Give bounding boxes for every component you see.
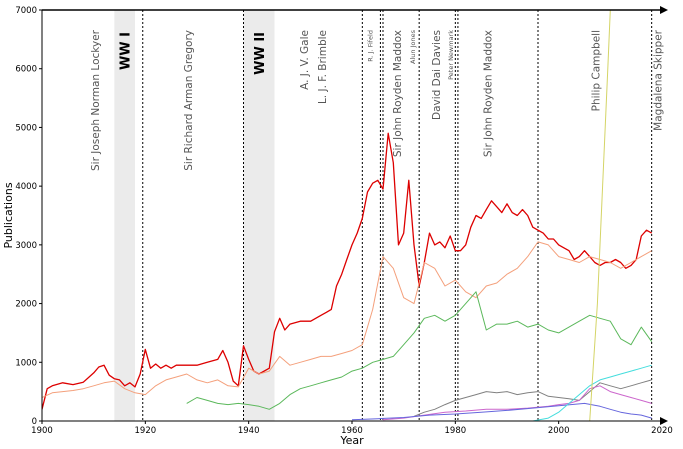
x-tick-label: 1940 <box>238 426 260 436</box>
editor-label: Magdalena Skipper <box>653 29 665 131</box>
series-line <box>532 364 652 421</box>
editor-label: Sir John Royden Maddox <box>483 30 495 157</box>
y-tick-label: 0 <box>32 417 37 427</box>
editor-labels: Sir Joseph Norman Lockyer Sir Richard Arm… <box>90 29 665 171</box>
series-line <box>382 385 652 421</box>
series-line <box>351 402 652 421</box>
y-tick-label: 4000 <box>15 182 37 192</box>
x-tick-label: 1960 <box>341 426 363 436</box>
x-tick-label: 2020 <box>651 426 673 436</box>
editor-label: Sir Joseph Norman Lockyer <box>90 29 102 171</box>
war-label: WW I <box>119 32 134 70</box>
series-line <box>42 241 652 398</box>
editor-label: R. J. Fifeld <box>367 30 375 62</box>
y-tick-label: 6000 <box>15 65 37 75</box>
war-bands: WW I WW II <box>114 10 275 421</box>
series-line <box>413 379 652 417</box>
series-line <box>42 132 653 410</box>
series-lines <box>42 10 653 421</box>
editor-label: Philip Campbell <box>591 30 603 111</box>
y-tick-label: 1000 <box>15 358 37 368</box>
y-tick-label: 7000 <box>15 6 37 16</box>
x-axis-label: Year <box>339 434 364 447</box>
x-tick-label: 1900 <box>31 426 53 436</box>
editor-label: Peter Newmark <box>447 30 455 80</box>
y-tick-label: 5000 <box>15 123 37 133</box>
editor-label: A. J. V. Gale <box>299 30 311 90</box>
series-line <box>186 291 653 410</box>
war-label: WW II <box>253 32 268 75</box>
editor-label: Sir John Royden Maddox <box>392 30 404 157</box>
x-tick-label: 1920 <box>135 426 157 436</box>
series-line <box>589 10 611 421</box>
axes: 1900 1920 1940 1960 1980 2000 2020 0 1000 2000 300… <box>15 6 673 436</box>
y-axis-label: Publications <box>2 182 15 248</box>
editor-label: Sir Richard Arman Gregory <box>183 30 195 171</box>
x-tick-label: 2000 <box>548 426 570 436</box>
x-axis-arrow <box>660 417 668 425</box>
editor-label: David Dai Davies <box>431 30 443 120</box>
y-tick-label: 3000 <box>15 241 37 251</box>
editor-label-2: L. J. F. Brimble <box>317 30 329 104</box>
editor-label: Alun Jones <box>409 29 417 64</box>
y-tick-label: 2000 <box>15 300 37 310</box>
war-band <box>243 10 275 421</box>
x-tick-label: 1980 <box>445 426 467 436</box>
war-band <box>114 10 135 421</box>
top-axis-arrow <box>660 6 668 14</box>
